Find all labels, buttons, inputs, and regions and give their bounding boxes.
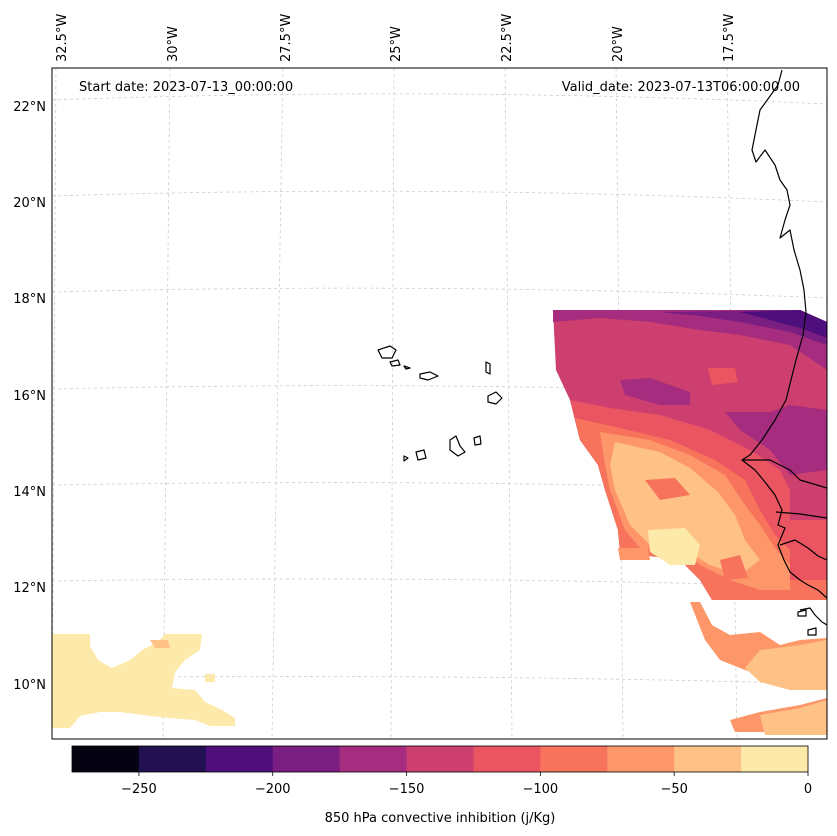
gridline-lat bbox=[52, 93, 827, 105]
bissagos-island bbox=[797, 609, 807, 617]
contour-band--25 bbox=[610, 442, 760, 575]
gridline-lat bbox=[52, 190, 827, 203]
contour-band--25-low bbox=[760, 700, 827, 735]
contour-band-0-patch bbox=[205, 674, 215, 682]
lat-label: 18°N bbox=[13, 292, 46, 307]
island-santa-luzia bbox=[403, 365, 411, 370]
contour-band-0 bbox=[52, 634, 235, 728]
gridline-lon bbox=[504, 68, 513, 739]
longitude-labels: 32.5°W 30°W 27.5°W 25°W 22.5°W 20°W 17.5… bbox=[55, 14, 737, 62]
gambia-river bbox=[775, 511, 827, 519]
contour-band--75-inner bbox=[645, 478, 690, 500]
contour-band--25 bbox=[150, 640, 170, 648]
coastlines bbox=[377, 69, 827, 636]
island-santiago bbox=[449, 435, 466, 457]
lon-label: 17.5°W bbox=[722, 14, 737, 62]
guinea-bissau-coast bbox=[779, 539, 827, 561]
colorbar-swatch bbox=[205, 746, 274, 772]
island-maio bbox=[473, 435, 482, 446]
cin-contours-southwest bbox=[52, 634, 235, 728]
contour-band-0 bbox=[648, 528, 700, 565]
contour-band--75-inner bbox=[720, 555, 748, 580]
island-sao-nicolau bbox=[419, 371, 439, 381]
colorbar-swatch bbox=[138, 746, 207, 772]
island-brava bbox=[403, 455, 409, 462]
island-fogo bbox=[415, 449, 427, 461]
colorbar-tick-label: −100 bbox=[523, 782, 559, 797]
contour-band--25-south bbox=[745, 640, 827, 690]
colorbar-frame bbox=[71, 745, 809, 773]
map-frame bbox=[51, 67, 828, 740]
lon-label: 27.5°W bbox=[279, 14, 294, 62]
lon-label: 22.5°W bbox=[500, 14, 515, 62]
contour-band--100-inner bbox=[708, 368, 738, 385]
gridline-lon bbox=[162, 68, 171, 739]
colorbar-tick-label: −200 bbox=[255, 782, 291, 797]
gridline-lat bbox=[52, 482, 827, 492]
gridline-lon bbox=[390, 68, 395, 739]
colorbar: −250 −200 −150 −100 −50 0 850 hPa convec… bbox=[71, 745, 812, 826]
gridline-lat bbox=[52, 578, 827, 588]
colorbar-tick-label: 0 bbox=[804, 782, 812, 797]
contour-band--175-inner bbox=[725, 405, 827, 475]
colorbar-tick-label: −50 bbox=[660, 782, 687, 797]
gridline-lat bbox=[52, 385, 827, 396]
colorbar-swatch bbox=[741, 746, 809, 772]
colorbar-swatch bbox=[607, 746, 675, 772]
lon-label: 30°W bbox=[166, 26, 181, 62]
senegal-border bbox=[742, 459, 827, 489]
colorbar-swatch bbox=[72, 746, 140, 772]
lat-label: 10°N bbox=[13, 678, 46, 693]
lat-label: 14°N bbox=[13, 485, 46, 500]
valid-date-label: Valid_date: 2023-07-13T06:00:00.00 bbox=[562, 80, 800, 95]
lat-label: 16°N bbox=[13, 389, 46, 404]
colorbar-tick-label: −150 bbox=[389, 782, 425, 797]
lat-label: 12°N bbox=[13, 581, 46, 596]
cin-contours-east bbox=[553, 310, 827, 735]
island-boa-vista bbox=[487, 391, 503, 405]
colorbar-swatches bbox=[72, 746, 809, 772]
latitude-labels: 22°N 20°N 18°N 16°N 14°N 12°N 10°N bbox=[13, 100, 46, 693]
colorbar-tick-labels: −250 −200 −150 −100 −50 0 bbox=[121, 782, 812, 797]
colorbar-swatch bbox=[339, 746, 408, 772]
colorbar-swatch bbox=[406, 746, 474, 772]
colorbar-tick-label: −250 bbox=[121, 782, 157, 797]
colorbar-swatch bbox=[540, 746, 608, 772]
african-coastline bbox=[741, 69, 827, 599]
lon-label: 20°W bbox=[611, 26, 626, 62]
colorbar-swatch bbox=[473, 746, 541, 772]
lat-label: 22°N bbox=[13, 100, 46, 115]
island-sao-vicente bbox=[389, 359, 401, 367]
lon-label: 25°W bbox=[389, 26, 404, 62]
lon-label: 32.5°W bbox=[55, 14, 70, 62]
gridline-lat bbox=[52, 287, 827, 299]
start-date-label: Start date: 2023-07-13_00:00:00 bbox=[79, 80, 293, 95]
colorbar-swatch bbox=[674, 746, 742, 772]
bissagos-island bbox=[807, 627, 817, 636]
guinea-coast bbox=[799, 607, 827, 626]
lat-label: 20°N bbox=[13, 196, 46, 211]
colorbar-ticks bbox=[138, 772, 809, 776]
island-santo-antao bbox=[377, 345, 397, 359]
colorbar-title: 850 hPa convective inhibition (j/Kg) bbox=[325, 811, 556, 826]
colorbar-swatch bbox=[272, 746, 341, 772]
contour-band--175-inner bbox=[620, 378, 690, 405]
island-sal bbox=[485, 361, 491, 375]
gridline-lon bbox=[271, 68, 284, 739]
gridline-lon bbox=[52, 68, 57, 739]
contour-band--50-strip bbox=[618, 548, 650, 560]
